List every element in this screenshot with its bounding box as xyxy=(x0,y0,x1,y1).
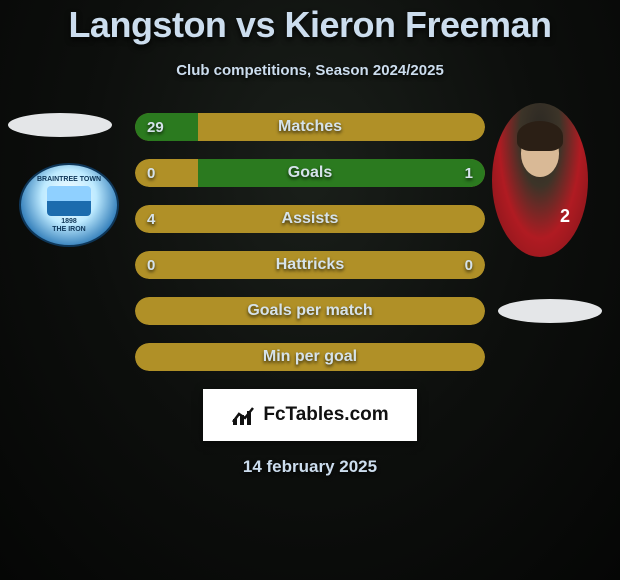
badge-top: BRAINTREE TOWN xyxy=(37,176,101,184)
chart-icon xyxy=(231,404,257,426)
badge-icon xyxy=(47,186,91,216)
stat-bar: Assists4 xyxy=(135,205,485,233)
subtitle: Club competitions, Season 2024/2025 xyxy=(0,62,620,79)
bar-value-left: 0 xyxy=(147,251,155,279)
stat-bar: Hattricks0 0 xyxy=(135,251,485,279)
stat-bar: Min per goal xyxy=(135,343,485,371)
bar-value-right: 0 xyxy=(465,251,473,279)
page-title: Langston vs Kieron Freeman xyxy=(0,4,620,46)
footer-date: 14 february 2025 xyxy=(0,457,620,477)
footer-badge[interactable]: FcTables.com xyxy=(203,389,417,441)
bar-label: Hattricks xyxy=(135,251,485,279)
stat-bar: Goals0 1 xyxy=(135,159,485,187)
header: Langston vs Kieron Freeman Club competit… xyxy=(0,0,620,79)
bar-value-left: 0 xyxy=(147,159,155,187)
ellipse-shadow-right xyxy=(498,299,602,323)
stat-bar: Matches29 xyxy=(135,113,485,141)
bar-label: Assists xyxy=(135,205,485,233)
bar-value-right: 1 xyxy=(465,159,473,187)
bar-label: Goals xyxy=(135,159,485,187)
badge-bottom: THE IRON xyxy=(37,226,101,234)
bar-label: Matches xyxy=(135,113,485,141)
stats-area: BRAINTREE TOWN 1898 THE IRON 2 Matches29… xyxy=(0,113,620,371)
bar-label: Min per goal xyxy=(135,343,485,371)
ellipse-shadow-left xyxy=(8,113,112,137)
player-photo-right: 2 xyxy=(492,103,588,257)
stat-bar: Goals per match xyxy=(135,297,485,325)
stat-bars: Matches29Goals01Assists4Hattricks00Goals… xyxy=(135,113,485,371)
badge-year: 1898 xyxy=(37,218,101,226)
player-badge-left: BRAINTREE TOWN 1898 THE IRON xyxy=(19,163,119,247)
jersey-number: 2 xyxy=(560,206,570,227)
footer-site: FcTables.com xyxy=(263,404,388,426)
bar-value-left: 4 xyxy=(147,205,155,233)
bar-label: Goals per match xyxy=(135,297,485,325)
bar-value-left: 29 xyxy=(147,113,164,141)
badge-text: BRAINTREE TOWN 1898 THE IRON xyxy=(37,176,101,233)
